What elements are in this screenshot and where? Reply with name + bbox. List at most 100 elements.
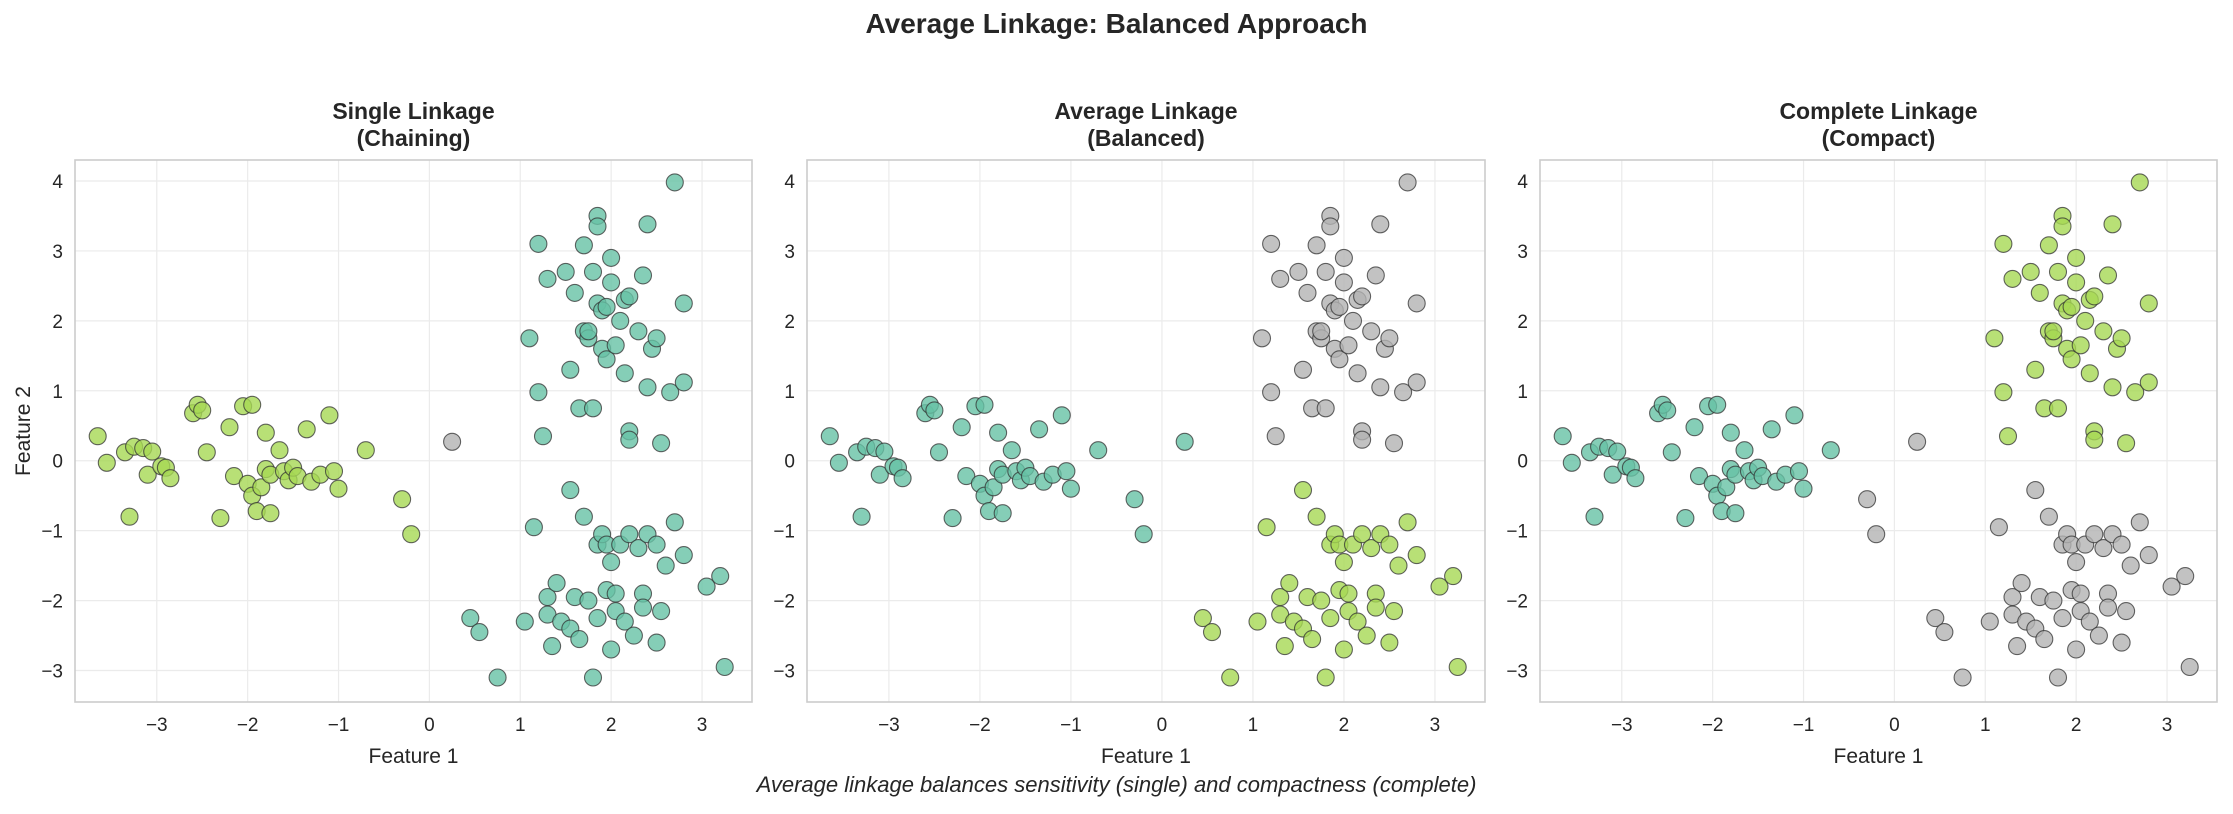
y-tick-label: 3: [1517, 242, 1528, 263]
data-point: [97, 453, 116, 472]
y-tick-label: 4: [1517, 172, 1528, 193]
data-point: [588, 217, 607, 236]
y-tick-label: 1: [52, 382, 63, 403]
data-point: [2139, 546, 2158, 565]
data-point: [1089, 441, 1108, 460]
data-point: [1394, 383, 1413, 402]
data-point: [633, 598, 653, 617]
data-point: [1321, 217, 1340, 236]
data-point: [588, 609, 607, 628]
data-point: [2098, 266, 2118, 285]
y-tick-label: 3: [52, 242, 63, 263]
data-point: [1125, 490, 1144, 509]
data-point: [1316, 262, 1335, 281]
data-point: [1248, 612, 1267, 631]
data-point: [524, 518, 543, 537]
x-tick-label: −1: [328, 715, 350, 736]
figure-title: Average Linkage: Balanced Approach: [865, 8, 1368, 39]
data-point: [579, 591, 598, 610]
y-tick-label: 3: [784, 242, 795, 263]
data-point: [2053, 217, 2072, 236]
data-point: [2008, 637, 2027, 656]
data-point: [211, 509, 230, 528]
data-point: [1175, 432, 1194, 451]
data-point: [1275, 637, 1294, 656]
data-point: [261, 504, 280, 523]
data-point: [1334, 640, 1353, 659]
data-point: [674, 373, 693, 392]
data-point: [2071, 336, 2090, 355]
data-point: [1343, 311, 1363, 330]
data-point: [1134, 525, 1153, 544]
data-point: [2053, 609, 2072, 628]
x-tick-label: −2: [237, 715, 259, 736]
data-point: [1266, 427, 1285, 446]
data-point: [829, 453, 848, 472]
data-point: [2162, 577, 2181, 596]
data-point: [2176, 567, 2195, 586]
data-point: [393, 490, 412, 509]
data-point: [1321, 609, 1340, 628]
data-point: [2067, 553, 2086, 572]
data-point: [1052, 406, 1071, 425]
data-point: [1384, 602, 1404, 621]
panel-title: Single Linkage: [332, 98, 494, 124]
data-point: [1307, 236, 1326, 255]
data-point: [1371, 215, 1390, 234]
data-point: [2044, 591, 2063, 610]
y-tick-label: 0: [1517, 452, 1528, 473]
data-point: [674, 546, 693, 565]
data-point: [1202, 623, 1222, 642]
data-point: [1821, 441, 1840, 460]
data-point: [2062, 297, 2081, 316]
x-tick-label: 3: [2162, 715, 2173, 736]
data-point: [1908, 432, 1927, 451]
data-point: [975, 395, 994, 414]
x-tick-label: −3: [1611, 715, 1633, 736]
data-point: [597, 350, 616, 369]
data-point: [1061, 479, 1080, 498]
data-point: [2085, 430, 2104, 449]
data-point: [256, 423, 275, 442]
x-axis-label: Feature 1: [369, 745, 459, 768]
data-point: [1953, 668, 1972, 687]
y-tick-label: 2: [1517, 312, 1528, 333]
data-point: [656, 556, 675, 575]
data-point: [852, 507, 871, 526]
data-point: [1867, 525, 1886, 544]
x-tick-label: 1: [1980, 715, 1991, 736]
panel-title: (Compact): [1822, 125, 1936, 151]
data-point: [2112, 329, 2131, 348]
panel-title: (Balanced): [1087, 125, 1205, 151]
panel-2: −3 −2 −1 0 1 2 3 −3 −2 −1 0 1 2 3 4 Feature 1 Average Li…: [773, 98, 1486, 768]
axes-frame: [806, 159, 1486, 703]
data-point: [1789, 462, 1809, 481]
data-point: [320, 406, 339, 425]
data-point: [565, 283, 584, 302]
data-point: [88, 427, 107, 446]
data-point: [1366, 598, 1385, 617]
data-point: [143, 442, 162, 461]
data-point: [1366, 266, 1385, 285]
data-point: [2112, 633, 2131, 652]
data-point: [2039, 507, 2058, 526]
data-point: [1316, 399, 1335, 418]
data-point: [574, 236, 593, 255]
data-point: [579, 322, 598, 341]
y-tick-label: −2: [773, 592, 795, 613]
data-point: [220, 418, 239, 437]
data-point: [647, 535, 666, 554]
data-point: [1293, 481, 1313, 500]
data-point: [2026, 360, 2045, 379]
data-point: [2080, 612, 2099, 631]
data-point: [538, 269, 557, 288]
data-point: [1339, 336, 1358, 355]
y-tick-label: 1: [1517, 382, 1528, 403]
data-point: [2126, 383, 2145, 402]
data-point: [952, 418, 971, 437]
data-point: [243, 395, 262, 414]
data-point: [629, 539, 648, 558]
y-tick-label: −2: [1506, 592, 1528, 613]
x-tick-label: 1: [1248, 715, 1259, 736]
